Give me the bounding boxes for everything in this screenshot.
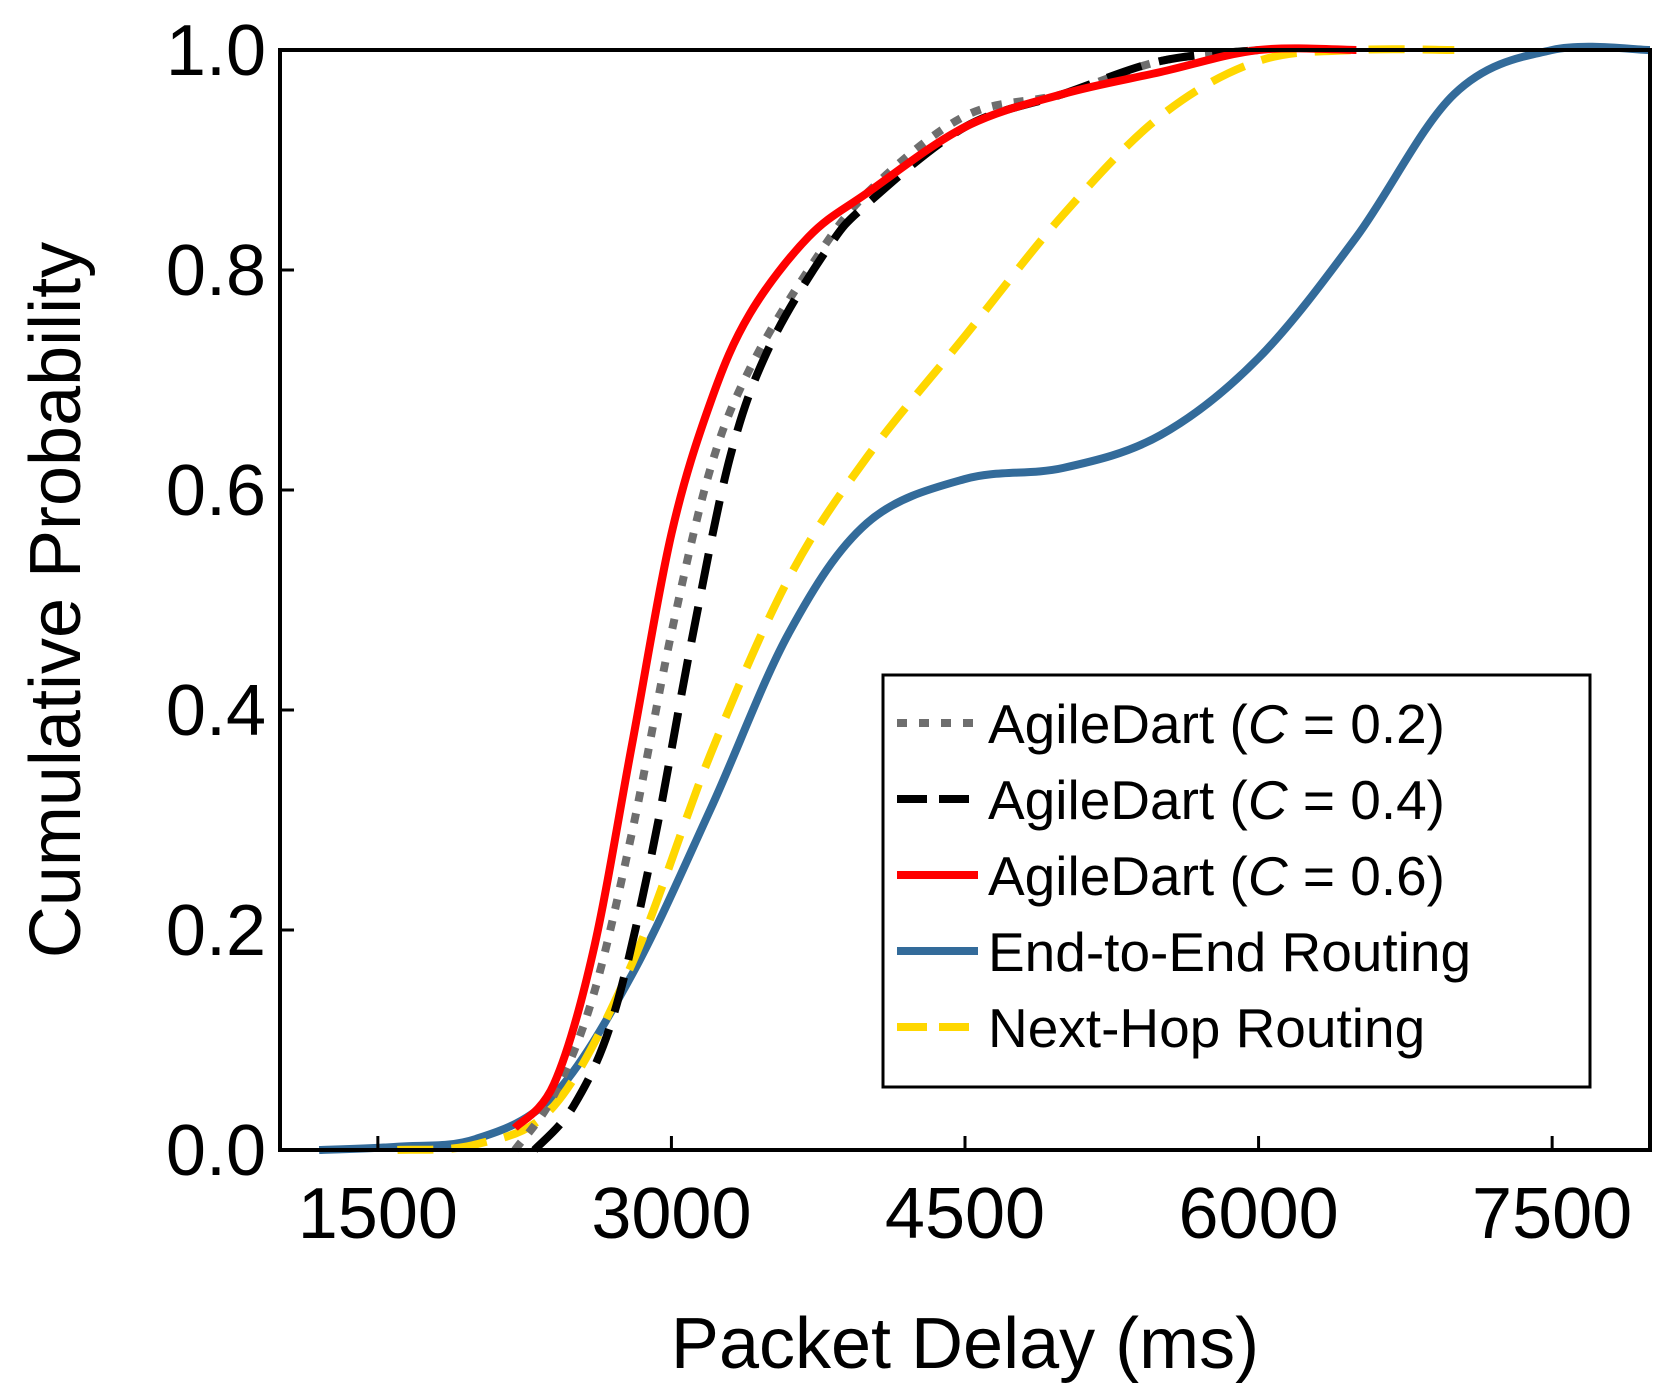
y-axis-title: Cumulative Probability xyxy=(16,242,96,958)
legend-label: End-to-End Routing xyxy=(988,921,1471,983)
series-line-4 xyxy=(397,45,1455,1154)
tick-layer: 1500 3000 4500 6000 7500 0.0 0.2 0.4 0.6 0.8 1.0 xyxy=(166,11,1632,1254)
y-tick-label: 0.6 xyxy=(166,451,266,531)
x-tick-label: 1500 xyxy=(298,1174,458,1254)
y-tick-label: 1.0 xyxy=(166,11,266,91)
y-tick-label: 0.0 xyxy=(166,1111,266,1191)
y-tick-label: 0.2 xyxy=(166,891,266,971)
y-tick-label: 0.4 xyxy=(166,671,266,751)
x-tick-label: 6000 xyxy=(1178,1174,1338,1254)
series-line-2 xyxy=(511,44,1357,1131)
legend-label: AgileDart (C = 0.2) xyxy=(988,693,1445,755)
y-tick-label: 0.8 xyxy=(166,231,266,311)
legend-box xyxy=(881,673,1592,1089)
x-axis-title: Packet Delay (ms) xyxy=(671,1304,1259,1384)
series-layer xyxy=(318,42,1651,1154)
x-tick-label: 4500 xyxy=(885,1174,1045,1254)
legend-label: AgileDart (C = 0.4) xyxy=(988,769,1445,831)
legend-label: AgileDart (C = 0.6) xyxy=(988,845,1445,907)
legend: AgileDart (C = 0.2) AgileDart (C = 0.4) Ag… xyxy=(881,673,1592,1089)
legend-label: Next-Hop Routing xyxy=(988,997,1425,1059)
x-tick-label: 7500 xyxy=(1472,1174,1632,1254)
x-tick-label: 3000 xyxy=(591,1174,751,1254)
